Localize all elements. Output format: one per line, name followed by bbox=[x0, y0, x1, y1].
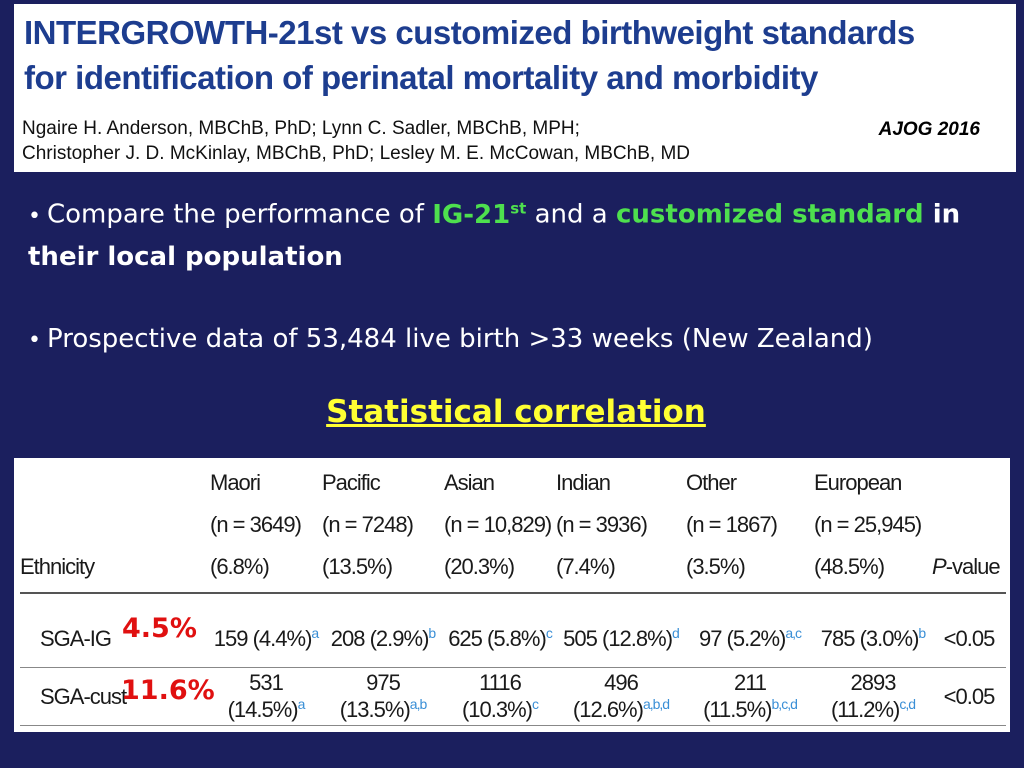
bullet-data-text: Prospective data of 53,484 live birth >3… bbox=[46, 323, 873, 354]
table-cell: 496 (12.6%)a,b,d bbox=[556, 668, 686, 726]
cell-value: 211 (11.5%) bbox=[703, 670, 772, 722]
cell-value: 2893 (11.2%) bbox=[830, 670, 900, 722]
table-cell: 211 (11.5%)b,c,d bbox=[686, 668, 814, 726]
column-header: Asian (n = 10,829) (20.3%) bbox=[444, 462, 556, 593]
cell-value: 208 (2.9%) bbox=[330, 626, 430, 651]
cell-value: 97 (5.2%) bbox=[698, 626, 786, 651]
ig21-sup: st bbox=[510, 199, 527, 217]
ig21-highlight: IG-21st bbox=[432, 199, 527, 230]
column-header-pct: (48.5%) bbox=[814, 554, 885, 579]
column-header: Pacific (n = 7248) (13.5%) bbox=[322, 462, 444, 593]
table-row: SGA-IG 159 (4.4%)a 208 (2.9%)b 625 (5.8%)c 5… bbox=[20, 593, 1006, 668]
author-list: Ngaire H. Anderson, MBChB, PhD; Lynn C. … bbox=[22, 116, 842, 166]
paper-title-line1: INTERGROWTH-21st vs customized birthweig… bbox=[24, 14, 915, 51]
cell-value: 1116 (10.3%) bbox=[461, 670, 533, 722]
column-header-name: Other bbox=[686, 470, 737, 495]
cell-value: 505 (12.8%) bbox=[563, 626, 673, 651]
column-header-name: Asian bbox=[444, 470, 495, 495]
bullet-icon: • bbox=[28, 203, 41, 229]
table-cell: 159 (4.4%)a bbox=[210, 593, 322, 668]
journal-citation: AJOG 2016 bbox=[878, 119, 980, 140]
cell-superscript: c bbox=[532, 696, 539, 712]
table-cell: 625 (5.8%)c bbox=[444, 593, 556, 668]
column-header: European (n = 25,945) (48.5%) bbox=[814, 462, 932, 593]
bullet-compare-pre: Compare the performance of bbox=[46, 199, 433, 230]
ig21-label: IG-21 bbox=[432, 199, 511, 230]
cell-value: 531 (14.5%) bbox=[227, 670, 299, 722]
paper-header: INTERGROWTH-21st vs customized birthweig… bbox=[14, 4, 1016, 172]
cell-superscript: d bbox=[672, 625, 680, 641]
results-table-panel: Ethnicity Maori (n = 3649) (6.8%) Pacific (n… bbox=[14, 458, 1010, 732]
table-cell: 975 (13.5%)a,b bbox=[322, 668, 444, 726]
cell-value: 785 (3.0%) bbox=[820, 626, 920, 651]
results-table: Ethnicity Maori (n = 3649) (6.8%) Pacific (n… bbox=[20, 462, 1006, 726]
bullet-icon: • bbox=[28, 327, 41, 353]
overlay-sga-ig-total: 4.5% bbox=[122, 613, 197, 644]
table-cell: 97 (5.2%)a,c bbox=[686, 593, 814, 668]
cell-superscript: a bbox=[297, 696, 306, 712]
column-header-pct: (6.8%) bbox=[210, 554, 270, 579]
column-header-name: European bbox=[814, 470, 902, 495]
table-cell: 2893 (11.2%)c,d bbox=[814, 668, 932, 726]
column-header-n: (n = 3649) bbox=[210, 512, 302, 537]
section-heading: Statistical correlation bbox=[326, 394, 706, 430]
row-label: SGA-IG bbox=[40, 625, 112, 651]
column-header: Other (n = 1867) (3.5%) bbox=[686, 462, 814, 593]
cell-superscript: a,c bbox=[785, 625, 802, 641]
cell-superscript: c bbox=[545, 625, 553, 641]
column-header-n: (n = 3936) bbox=[556, 512, 648, 537]
table-cell: 531 (14.5%)a bbox=[210, 668, 322, 726]
table-body: SGA-IG 159 (4.4%)a 208 (2.9%)b 625 (5.8%)c 5… bbox=[20, 593, 1006, 726]
table-cell: 208 (2.9%)b bbox=[322, 593, 444, 668]
table-row: SGA-cust 531 (14.5%)a 975 (13.5%)a,b 1116 (… bbox=[20, 668, 1006, 726]
paper-title: INTERGROWTH-21st vs customized birthweig… bbox=[24, 10, 1009, 100]
ethnicity-header: Ethnicity bbox=[20, 554, 95, 579]
column-header-name: Indian bbox=[556, 470, 611, 495]
bullet-compare-mid: and a bbox=[526, 199, 616, 230]
overlay-sga-cust-total: 11.6% bbox=[121, 675, 215, 706]
pvalue-header-p: P bbox=[932, 554, 947, 579]
customized-standard-highlight: customized standard bbox=[616, 199, 924, 230]
table-header-row: Ethnicity Maori (n = 3649) (6.8%) Pacific (n… bbox=[20, 462, 1006, 593]
table-cell: 1116 (10.3%)c bbox=[444, 668, 556, 726]
column-header-n: (n = 10,829) bbox=[444, 512, 552, 537]
paper-title-line2: for identification of perinatal mortalit… bbox=[24, 59, 818, 96]
column-header-pct: (13.5%) bbox=[322, 554, 393, 579]
row-label: SGA-cust bbox=[40, 683, 127, 709]
column-header: Indian (n = 3936) (7.4%) bbox=[556, 462, 686, 593]
cell-value: 159 (4.4%) bbox=[213, 626, 313, 651]
table-cell: 785 (3.0%)b bbox=[814, 593, 932, 668]
cell-superscript: b bbox=[918, 625, 926, 641]
column-header-name: Pacific bbox=[322, 470, 381, 495]
column-header-n: (n = 1867) bbox=[686, 512, 778, 537]
column-header-name: Maori bbox=[210, 470, 261, 495]
column-header-n: (n = 25,945) bbox=[814, 512, 922, 537]
pvalue-header-rest: -value bbox=[945, 554, 1001, 579]
table-cell: 505 (12.8%)d bbox=[556, 593, 686, 668]
cell-superscript: c,d bbox=[899, 696, 916, 712]
authors-line2: Christopher J. D. McKinlay, MBChB, PhD; … bbox=[22, 143, 690, 164]
cell-superscript: a,b bbox=[409, 696, 427, 712]
pvalue-cell: <0.05 bbox=[943, 625, 996, 651]
cell-value: 625 (5.8%) bbox=[448, 626, 547, 651]
pvalue-cell: <0.05 bbox=[943, 683, 996, 709]
cell-superscript: a bbox=[311, 625, 319, 641]
cell-value: 975 (13.5%) bbox=[339, 670, 411, 722]
cell-value: 496 (12.6%) bbox=[572, 670, 644, 722]
column-header-pct: (20.3%) bbox=[444, 554, 515, 579]
bullet-compare-post: in their local population bbox=[28, 199, 961, 272]
pvalue-header: P-value bbox=[932, 462, 1006, 593]
column-header-n: (n = 7248) bbox=[322, 512, 414, 537]
column-header-pct: (7.4%) bbox=[556, 554, 616, 579]
authors-line1: Ngaire H. Anderson, MBChB, PhD; Lynn C. … bbox=[22, 118, 580, 139]
bullet-data: • Prospective data of 53,484 live birth >… bbox=[28, 319, 998, 361]
column-header-pct: (3.5%) bbox=[686, 554, 746, 579]
cell-superscript: b bbox=[428, 625, 436, 641]
cell-superscript: b,c,d bbox=[771, 696, 798, 712]
cell-superscript: a,b,d bbox=[642, 696, 670, 712]
bullet-compare: • Compare the performance of IG-21st and … bbox=[28, 188, 998, 277]
bullet-list: • Compare the performance of IG-21st and … bbox=[28, 188, 998, 361]
column-header: Maori (n = 3649) (6.8%) bbox=[210, 462, 322, 593]
